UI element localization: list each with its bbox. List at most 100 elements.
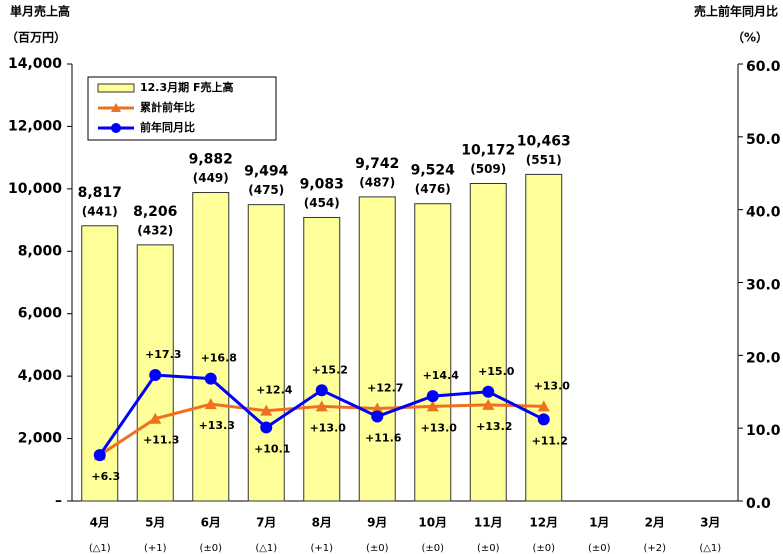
line-value-label: +14.4 bbox=[423, 369, 460, 382]
line-value-label: +13.0 bbox=[310, 421, 347, 434]
line-value-label: +10.1 bbox=[254, 442, 290, 455]
bar-secondary-label: (454) bbox=[304, 196, 340, 210]
y-tick-label: 10,000 bbox=[8, 181, 62, 197]
bar-value-label: 9,494 bbox=[244, 164, 289, 180]
y-tick-label: 14,000 bbox=[8, 56, 62, 72]
line-value-label: +15.0 bbox=[478, 365, 515, 378]
bar bbox=[303, 216, 341, 502]
line-value-label: +17.3 bbox=[145, 348, 181, 361]
legend-label: 12.3月期 F売上高 bbox=[140, 80, 233, 94]
bar-value-label: 9,742 bbox=[355, 156, 399, 172]
category-note: (±0) bbox=[199, 543, 222, 554]
marker bbox=[371, 402, 384, 414]
marker bbox=[315, 400, 328, 412]
legend-marker bbox=[111, 123, 121, 133]
category-note: (±0) bbox=[366, 543, 389, 554]
marker bbox=[149, 412, 162, 424]
bar-secondary-label: (441) bbox=[82, 204, 118, 218]
bar bbox=[469, 182, 507, 502]
y2-tick-label: 30.0 bbox=[746, 278, 781, 294]
marker bbox=[204, 372, 217, 385]
bar bbox=[247, 204, 285, 502]
y-tick-label: – bbox=[55, 493, 62, 509]
category-note: (±0) bbox=[421, 543, 444, 554]
x-tick-label: 4月 bbox=[90, 516, 110, 530]
line-value-label: +12.7 bbox=[367, 382, 403, 395]
bar bbox=[192, 192, 230, 502]
y-axis-title: 単月売上高 bbox=[10, 4, 70, 19]
category-note: (±0) bbox=[532, 543, 555, 554]
bar-secondary-label: (551) bbox=[526, 153, 562, 167]
legend-marker bbox=[111, 103, 121, 112]
x-tick-label: 7月 bbox=[256, 516, 276, 530]
marker bbox=[315, 384, 328, 397]
marker bbox=[482, 385, 495, 398]
y2-axis-title: 売上前年同月比 bbox=[694, 4, 778, 19]
line-value-label: +13.3 bbox=[199, 419, 235, 432]
bar-value-label: 10,463 bbox=[517, 133, 571, 149]
line-value-label: +13.2 bbox=[476, 420, 512, 433]
x-tick-label: 2月 bbox=[645, 516, 665, 530]
line-value-label: +15.2 bbox=[312, 363, 348, 376]
marker bbox=[260, 404, 273, 416]
bar-secondary-label: (475) bbox=[248, 183, 284, 197]
y-tick-label: 2,000 bbox=[18, 431, 63, 447]
line-value-label: +11.2 bbox=[532, 434, 568, 447]
marker bbox=[426, 400, 439, 412]
y-tick-label: 6,000 bbox=[18, 306, 63, 322]
x-tick-label: 9月 bbox=[367, 516, 387, 530]
bar-value-label: 9,083 bbox=[300, 176, 344, 192]
category-note: (△1) bbox=[255, 543, 277, 554]
line-value-label: +6.3 bbox=[91, 470, 120, 483]
bar bbox=[414, 203, 452, 502]
bar-value-label: 8,206 bbox=[133, 204, 177, 220]
marker bbox=[537, 400, 550, 412]
line-value-label: +16.8 bbox=[201, 352, 237, 365]
x-tick-label: 10月 bbox=[418, 516, 447, 530]
y2-tick-label: 20.0 bbox=[746, 350, 781, 366]
y2-tick-label: 0.0 bbox=[746, 496, 771, 512]
category-note: (±0) bbox=[588, 543, 611, 554]
bar-secondary-label: (509) bbox=[470, 162, 506, 176]
line-value-label: +12.4 bbox=[256, 384, 293, 397]
bar-value-label: 10,172 bbox=[461, 142, 515, 158]
bar-value-label: 8,817 bbox=[78, 185, 122, 201]
bar bbox=[525, 173, 563, 502]
bar-secondary-label: (476) bbox=[415, 182, 451, 196]
bar bbox=[358, 196, 396, 502]
marker bbox=[93, 449, 106, 462]
marker bbox=[426, 390, 439, 403]
bar-value-label: 9,882 bbox=[189, 152, 233, 168]
marker bbox=[537, 413, 550, 426]
x-tick-label: 5月 bbox=[145, 516, 165, 530]
marker bbox=[482, 398, 495, 410]
marker bbox=[371, 410, 384, 423]
bar-value-label: 9,524 bbox=[411, 163, 456, 179]
bar-secondary-label: (449) bbox=[193, 171, 229, 185]
x-tick-label: 11月 bbox=[474, 516, 503, 530]
y2-tick-label: 50.0 bbox=[746, 132, 781, 148]
y2-tick-label: 60.0 bbox=[746, 59, 781, 75]
y2-axis-title: （%） bbox=[732, 30, 768, 45]
legend-label: 前年同月比 bbox=[140, 120, 195, 134]
category-note: (+1) bbox=[144, 543, 167, 554]
category-note: (+1) bbox=[310, 543, 333, 554]
x-tick-label: 12月 bbox=[529, 516, 558, 530]
marker bbox=[149, 368, 162, 381]
category-note: (△1) bbox=[699, 543, 721, 554]
x-tick-label: 3月 bbox=[700, 516, 720, 530]
category-note: (△1) bbox=[89, 543, 111, 554]
bar-secondary-label: (487) bbox=[359, 175, 395, 189]
legend-swatch bbox=[97, 83, 135, 93]
line-value-label: +11.6 bbox=[365, 432, 402, 445]
marker bbox=[260, 421, 273, 434]
marker bbox=[204, 398, 217, 410]
category-note: (±0) bbox=[477, 543, 500, 554]
legend-label: 累計前年比 bbox=[140, 100, 195, 114]
line-value-label: +13.0 bbox=[534, 379, 571, 392]
y2-tick-label: 40.0 bbox=[746, 205, 781, 221]
line-value-label: +13.0 bbox=[421, 421, 458, 434]
y-tick-label: 4,000 bbox=[18, 368, 63, 384]
y-tick-label: 12,000 bbox=[8, 118, 62, 134]
